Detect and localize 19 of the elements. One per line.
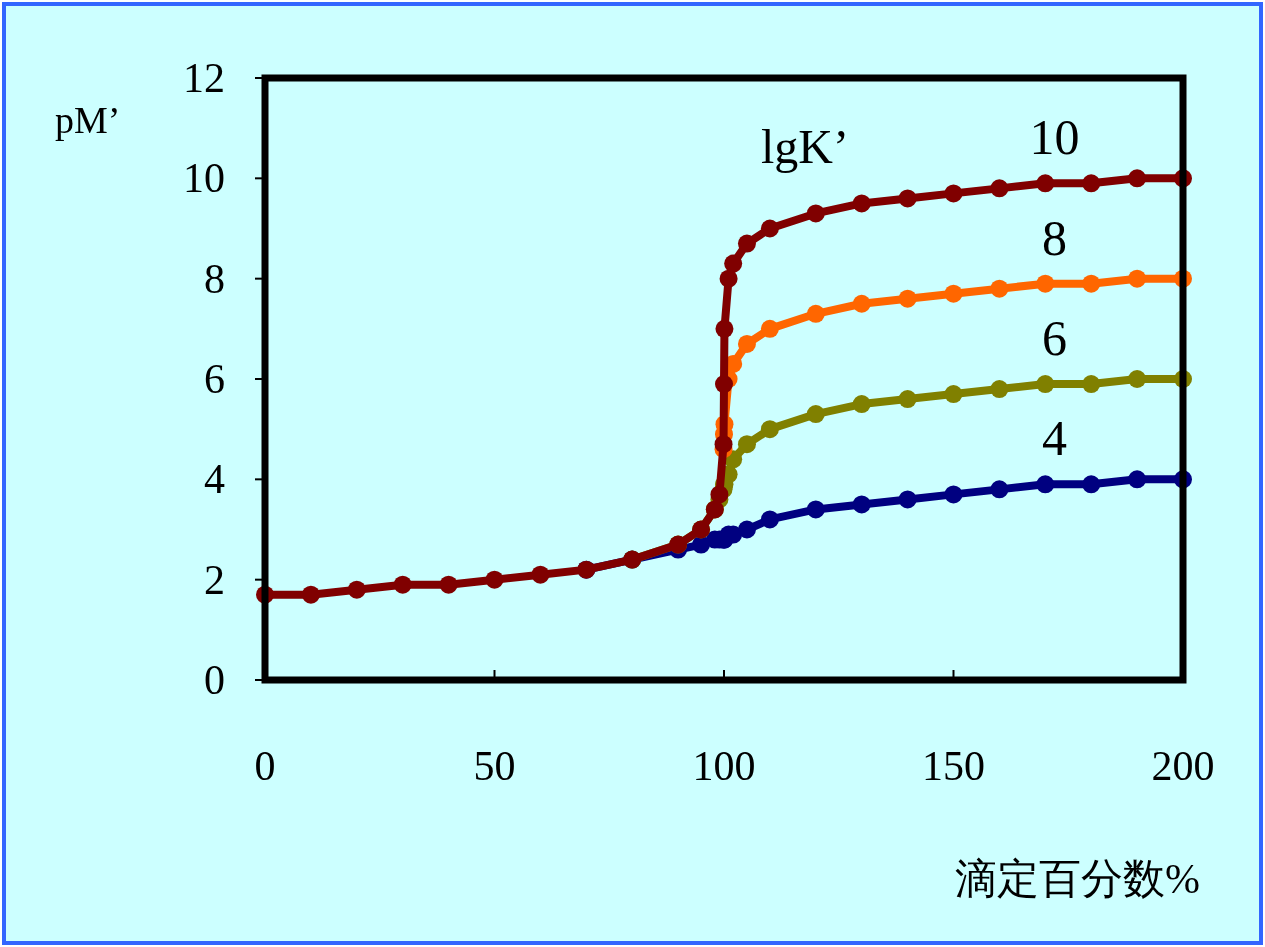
series-label: 4	[1041, 410, 1067, 467]
legend-title: lgK’	[761, 120, 849, 173]
y-tick-label: 12	[183, 55, 225, 101]
y-tick-label: 4	[204, 456, 225, 503]
x-tick-label: 0	[254, 743, 276, 789]
y-tick-label: 6	[204, 356, 225, 402]
y-tick-label: 2	[204, 556, 225, 603]
x-tick-label: 150	[922, 743, 985, 789]
y-axis-title: pM’	[55, 99, 121, 141]
y-tick-label: 10	[183, 155, 225, 202]
series-label: 10	[1029, 109, 1080, 166]
x-tick-label: 100	[692, 743, 756, 789]
x-tick-label: 50	[473, 743, 516, 789]
series-label: 6	[1041, 309, 1067, 366]
y-tick-label: 8	[204, 255, 225, 302]
y-tick-label: 0	[204, 657, 225, 703]
series-label: 8	[1041, 209, 1067, 266]
x-tick-label: 200	[1151, 743, 1215, 789]
x-axis-title: 滴定百分数%	[955, 856, 1200, 902]
